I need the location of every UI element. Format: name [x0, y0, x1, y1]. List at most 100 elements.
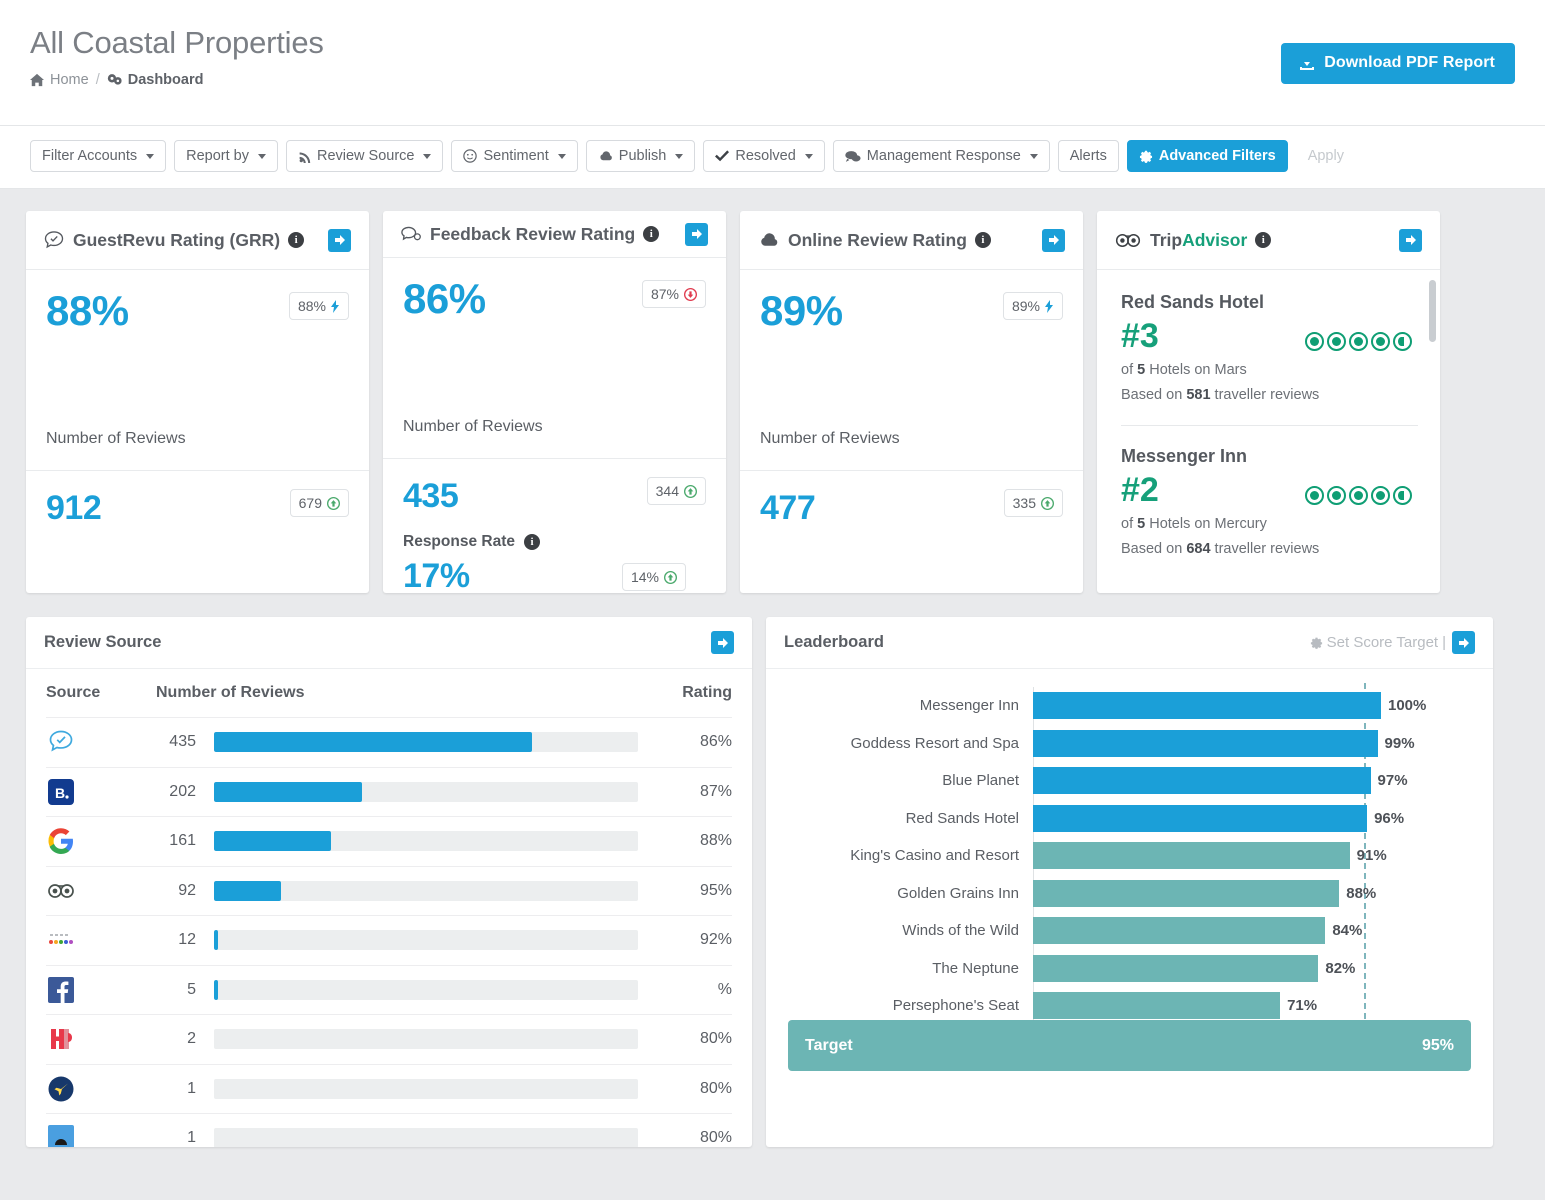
hotels-icon: [46, 1024, 76, 1054]
expand-arrow-icon[interactable]: [1399, 228, 1422, 252]
chevron-down-icon: [423, 153, 432, 159]
leaderboard-row[interactable]: Blue Planet 97%: [788, 762, 1471, 800]
filter-accounts-button[interactable]: Filter Accounts: [30, 140, 167, 172]
leaderboard-bar-value: 96%: [1374, 809, 1405, 827]
advanced-filters-button[interactable]: Advanced Filters: [1126, 140, 1288, 172]
leaderboard-row[interactable]: The Neptune 82%: [788, 950, 1471, 988]
table-row[interactable]: 2 80%: [46, 1014, 732, 1064]
card-title-group: TripAdvisor: [1115, 230, 1247, 251]
breadcrumb-dashboard[interactable]: Dashboard: [107, 72, 203, 88]
card-header: GuestRevu Rating (GRR) i: [26, 211, 369, 270]
review-source-filter-button[interactable]: Review Source: [285, 140, 444, 172]
leaderboard-row[interactable]: Goddess Resort and Spa 99%: [788, 725, 1471, 763]
bubble-icon: [1305, 486, 1324, 505]
apply-label: Apply: [1307, 148, 1344, 164]
table-row[interactable]: 435 86%: [46, 717, 732, 767]
gear-icon[interactable]: [1310, 636, 1323, 649]
expand-arrow-icon[interactable]: [711, 631, 734, 654]
partial-icon: [46, 1123, 76, 1147]
leaderboard-row[interactable]: Red Sands Hotel 96%: [788, 800, 1471, 838]
management-response-filter-button[interactable]: Management Response: [832, 140, 1050, 172]
chevron-down-icon: [1029, 153, 1038, 159]
leaderboard-property-label: Blue Planet: [942, 772, 1019, 790]
expand-arrow-icon[interactable]: [685, 222, 708, 246]
bubble-icon: [1371, 486, 1390, 505]
primary-compare-value: 89%: [1011, 298, 1040, 314]
leaderboard-bar: [1033, 954, 1319, 982]
leaderboard-bar: [1033, 917, 1326, 945]
rating-cell: 87%: [699, 782, 732, 800]
chevron-down-icon: [146, 153, 155, 159]
google-icon: [46, 826, 76, 856]
table-row[interactable]: B 202 87%: [46, 766, 732, 817]
table-row[interactable]: 161 88%: [46, 816, 732, 866]
guestrevu-icon: [46, 727, 76, 757]
breadcrumb-home[interactable]: Home: [30, 72, 89, 88]
card-title: Feedback Review Rating: [430, 223, 636, 244]
card-title-group: GuestRevu Rating (GRR): [44, 230, 280, 251]
primary-value: 86%: [403, 275, 486, 322]
leaderboard-chart-area: Messenger Inn 100% Goddess Resort and Spa 9…: [766, 669, 1493, 1089]
apply-button[interactable]: Apply: [1295, 140, 1356, 172]
download-pdf-report-button[interactable]: Download PDF Report: [1281, 43, 1515, 84]
expand-arrow-icon[interactable]: [328, 228, 351, 252]
leaderboard-row[interactable]: King's Casino and Resort 91%: [788, 837, 1471, 875]
info-icon[interactable]: i: [523, 534, 540, 550]
resolved-filter-button[interactable]: Resolved: [703, 140, 825, 172]
property-name: Red Sands Hotel: [1121, 292, 1265, 312]
info-icon[interactable]: i: [1255, 232, 1272, 248]
table-row[interactable]: 5%: [46, 964, 732, 1015]
card-title: TripAdvisor: [1150, 230, 1247, 251]
table-row[interactable]: 1 80%: [46, 1113, 732, 1147]
download-icon: [1299, 55, 1315, 71]
secondary-value: 912: [46, 489, 102, 527]
publish-filter-button[interactable]: Publish: [585, 140, 696, 172]
review-count-bar-cell: [202, 880, 650, 901]
table-row[interactable]: 1 80%: [46, 1063, 732, 1114]
leaderboard-property-label: Goddess Resort and Spa: [850, 734, 1019, 752]
bar-track: [214, 781, 638, 802]
alerts-button[interactable]: Alerts: [1057, 140, 1119, 172]
sentiment-filter-button[interactable]: Sentiment: [451, 140, 578, 172]
expedia-icon: [46, 1074, 76, 1104]
feedback-review-rating-card: Feedback Review Rating i 86% 87% Number …: [383, 211, 726, 593]
property-rank: #3: [1121, 317, 1159, 355]
primary-compare-value: 87%: [650, 286, 679, 302]
table-row[interactable]: 92 95%: [46, 865, 732, 916]
info-icon[interactable]: i: [288, 232, 305, 248]
leaderboard-row[interactable]: Persephone's Seat 71%: [788, 987, 1471, 1025]
panel-title: Leaderboard: [784, 633, 884, 651]
guestrevu-rating-card: GuestRevu Rating (GRR) i 88% 88% Number …: [26, 211, 369, 593]
dashboard-icon: [107, 73, 122, 87]
expand-arrow-icon[interactable]: [1042, 228, 1065, 252]
chevron-down-icon: [675, 153, 684, 159]
leaderboard-bar-value: 100%: [1388, 697, 1427, 715]
bar-fill: [214, 880, 282, 901]
response-rate-value: 17%: [403, 557, 470, 593]
leaderboard-row[interactable]: Golden Grains Inn 88%: [788, 875, 1471, 913]
scrollbar-thumb[interactable]: [1429, 280, 1436, 342]
leaderboard-row[interactable]: Messenger Inn 100%: [788, 687, 1471, 725]
info-icon[interactable]: i: [643, 226, 660, 242]
rss-icon: [298, 150, 311, 163]
report-by-button[interactable]: Report by: [174, 140, 278, 172]
review-source-filter-label: Review Source: [316, 148, 415, 164]
leaderboard-bar: [1033, 692, 1381, 720]
expand-arrow-icon[interactable]: [1452, 631, 1475, 654]
review-count-cell: 1: [187, 1129, 196, 1147]
table-row[interactable]: 12 92%: [46, 915, 732, 965]
info-icon[interactable]: i: [974, 232, 991, 248]
card-title: GuestRevu Rating (GRR): [73, 229, 281, 250]
tripadvisor-title-part1: Trip: [1150, 229, 1183, 250]
sub-label: Number of Reviews: [760, 430, 900, 447]
tripadvisor-list[interactable]: Red Sands Hotel #3 of 5 Hotels on Mars B…: [1097, 270, 1440, 593]
leaderboard-bar-track: 71%: [1033, 987, 1471, 1025]
bar-track: [214, 831, 638, 852]
report-by-label: Report by: [186, 148, 249, 164]
set-score-target-link[interactable]: Set Score Target: [1326, 634, 1439, 651]
bar-fill: [214, 979, 218, 1000]
chevron-down-icon: [557, 153, 566, 159]
leaderboard-row[interactable]: Winds of the Wild 84%: [788, 912, 1471, 950]
source-cell: [46, 876, 132, 906]
bar-track: [214, 930, 638, 951]
